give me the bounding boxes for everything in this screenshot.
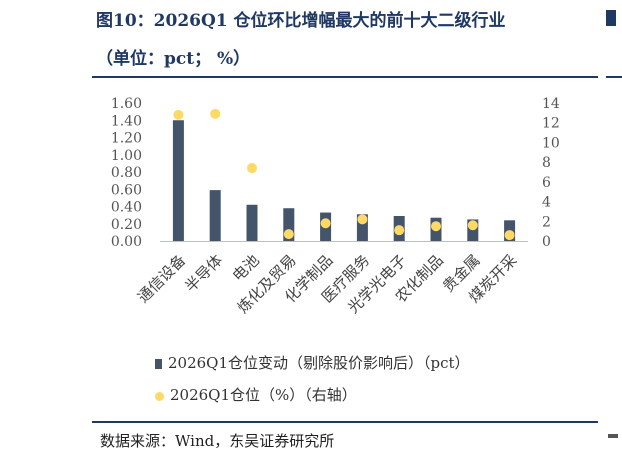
legend-bar-label: 2026Q1仓位变动（剔除股价影响后）（pct） — [168, 354, 470, 372]
adjacent-panel-rule — [606, 76, 622, 78]
dot-3 — [247, 163, 257, 174]
source-note: 数据来源：Wind，东吴证券研究所 — [100, 432, 335, 450]
y-left-tick-label: 0.20 — [111, 217, 142, 233]
dot-9 — [467, 220, 478, 231]
chart-title: 图10：2026Q1 仓位环比增幅最大的前十大二级行业 — [96, 11, 506, 31]
y-left-tick-label: 0.40 — [111, 200, 142, 216]
bar-6 — [356, 214, 368, 241]
bar-4 — [283, 208, 295, 241]
dot-8 — [431, 221, 441, 232]
adjacent-panel-fragment — [608, 434, 618, 438]
y-left-tick-label: 1.60 — [111, 96, 142, 112]
y-left-tick-label: 0.00 — [111, 234, 142, 250]
bar-3 — [246, 204, 258, 241]
x-category-label: 通信设备 — [134, 251, 189, 306]
y-right-tick-label: 4 — [542, 195, 551, 211]
footer-rule — [92, 421, 598, 423]
y-left-tick-label: 1.00 — [111, 148, 142, 164]
dot-10 — [504, 230, 515, 241]
dot-7 — [394, 225, 405, 236]
legend-item-dot: 2026Q1仓位（%）（右轴） — [155, 384, 357, 405]
legend-dot-swatch — [155, 391, 164, 401]
dot-6 — [357, 214, 368, 225]
bar-2 — [209, 190, 221, 241]
y-right-tick-label: 12 — [542, 116, 560, 132]
y-right-tick-label: 14 — [542, 96, 560, 112]
legend-dot-label: 2026Q1仓位（%）（右轴） — [170, 386, 357, 404]
chart-subtitle: （单位：pct； %） — [96, 49, 251, 69]
x-category-label: 半导体 — [181, 251, 226, 296]
bar-1 — [172, 120, 184, 241]
dot-1 — [173, 109, 184, 120]
y-right-tick-label: 6 — [542, 175, 551, 191]
y-right-tick-label: 10 — [542, 135, 560, 151]
y-right-tick-label: 0 — [542, 234, 551, 250]
y-left-tick-label: 1.40 — [111, 113, 142, 129]
y-right-tick-label: 8 — [542, 155, 551, 171]
y-left-tick-label: 0.60 — [111, 182, 142, 198]
adjacent-panel-edge — [606, 10, 616, 26]
legend-bar-swatch — [155, 359, 162, 369]
y-right-tick-label: 2 — [542, 214, 551, 230]
dot-2 — [210, 108, 221, 119]
dot-5 — [320, 218, 331, 229]
y-left-tick-label: 0.80 — [111, 165, 142, 181]
legend-item-bar: 2026Q1仓位变动（剔除股价影响后）（pct） — [155, 352, 470, 373]
header-rule — [92, 76, 598, 78]
y-left-tick-label: 1.20 — [111, 131, 142, 147]
dot-4 — [283, 229, 294, 240]
